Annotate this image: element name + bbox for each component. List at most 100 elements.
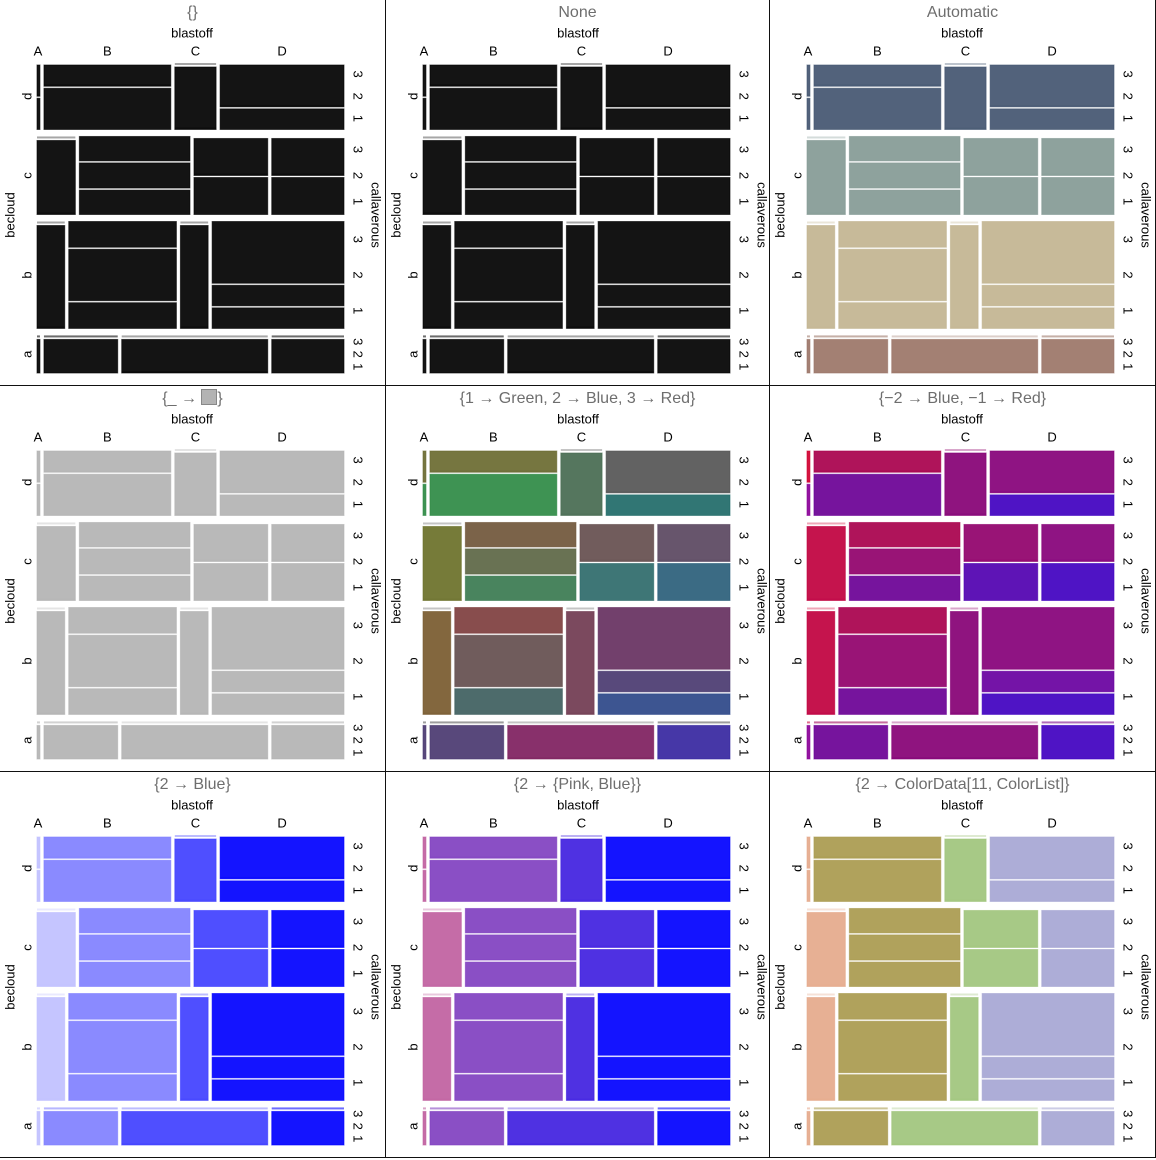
level-label-2: 2 <box>1121 737 1136 744</box>
tile-b-D-2 <box>981 1056 1115 1079</box>
tile-d-A-1 <box>806 97 811 130</box>
row-label-b: b <box>405 1043 420 1050</box>
tile-b-D-2 <box>597 1056 731 1079</box>
tile-a-D-1 <box>1041 1110 1115 1146</box>
tile-a-B-1 <box>429 338 505 374</box>
level-label-3: 3 <box>1121 918 1136 925</box>
tile-d-A-3 <box>36 450 41 483</box>
tile-b-C-3 <box>566 993 595 996</box>
row-label-c: c <box>405 944 420 951</box>
tile-d-B-3 <box>429 836 558 859</box>
tile-d-D-1 <box>989 880 1115 902</box>
column-label-A: A <box>804 43 813 58</box>
tile-d-B-1 <box>43 473 172 516</box>
tile-d-B-1 <box>813 859 942 902</box>
tile-c-D-3 <box>271 909 345 948</box>
tile-b-B-1 <box>838 1074 947 1101</box>
tile-d-B-3 <box>43 450 172 473</box>
tile-a-A-1 <box>806 724 811 760</box>
tile-d-D-3 <box>605 836 731 880</box>
level-label-3: 3 <box>351 622 366 629</box>
row-label-b: b <box>789 271 804 278</box>
tile-d-B-3 <box>429 64 558 87</box>
tile-a-A-1 <box>36 724 41 760</box>
level-label-3: 3 <box>737 1110 752 1117</box>
tile-c-A-2 <box>422 139 462 215</box>
tile-c-B-3 <box>464 907 577 934</box>
tile-a-A-2 <box>807 335 810 338</box>
level-label-3: 3 <box>351 146 366 153</box>
tile-b-D-1 <box>597 693 731 715</box>
tile-d-C-2 <box>560 66 603 130</box>
level-label-2: 2 <box>351 172 366 179</box>
level-label-1: 1 <box>1121 363 1136 370</box>
level-label-3: 3 <box>737 842 752 849</box>
tile-a-D-2 <box>1041 721 1114 724</box>
tile-d-C-2 <box>944 66 987 130</box>
tile-a-B-2 <box>429 1107 504 1110</box>
column-label-C: C <box>191 815 200 830</box>
level-label-3: 3 <box>1121 724 1136 731</box>
column-label-C: C <box>577 815 586 830</box>
column-label-B: B <box>873 43 882 58</box>
tile-a-B-3 <box>43 721 118 724</box>
tile-b-D-1 <box>981 307 1115 329</box>
tile-b-A-3 <box>423 993 451 996</box>
tile-a-A-2 <box>37 335 40 338</box>
tile-c-B-3 <box>848 907 961 934</box>
tile-a-A-1 <box>36 338 41 374</box>
tile-a-D-2 <box>657 1107 730 1110</box>
tile-a-D-2 <box>271 1107 344 1110</box>
tile-b-D-2 <box>211 1056 345 1079</box>
tile-b-D-1 <box>211 693 345 715</box>
tile-d-A-3 <box>806 450 811 483</box>
tile-a-D-1 <box>657 1110 731 1146</box>
tile-c-D-1 <box>657 176 731 215</box>
tile-b-D-2 <box>211 670 345 693</box>
tile-d-A-1 <box>806 483 811 516</box>
tile-a-C-2 <box>507 1110 655 1146</box>
row-label-d: d <box>405 865 420 872</box>
column-label-B: B <box>489 429 498 444</box>
tile-c-B-2 <box>78 548 191 575</box>
tile-b-D-2 <box>597 284 731 307</box>
tile-c-A-2 <box>806 525 846 601</box>
panel-title: Automatic <box>926 4 999 21</box>
column-label-C: C <box>577 429 586 444</box>
tile-d-A-1 <box>422 869 427 902</box>
tile-b-B-3 <box>68 221 177 248</box>
level-label-1: 1 <box>351 363 366 370</box>
level-label-2: 2 <box>737 271 752 278</box>
tile-c-C-3 <box>193 137 269 176</box>
level-label-1: 1 <box>351 501 366 508</box>
tile-c-B-3 <box>848 521 961 548</box>
tile-c-A-3 <box>807 522 846 525</box>
column-label-A: A <box>804 815 813 830</box>
column-label-C: C <box>191 429 200 444</box>
level-label-2: 2 <box>351 944 366 951</box>
tile-d-A-1 <box>422 97 427 130</box>
level-label-1: 1 <box>1121 501 1136 508</box>
level-label-3: 3 <box>1121 456 1136 463</box>
level-label-3: 3 <box>1121 236 1136 243</box>
tile-d-A-1 <box>36 483 41 516</box>
tile-d-A-3 <box>36 64 41 97</box>
level-label-2: 2 <box>737 93 752 100</box>
level-label-2: 2 <box>351 93 366 100</box>
tile-b-C-2 <box>565 997 595 1101</box>
tile-c-C-3 <box>963 137 1039 176</box>
level-label-3: 3 <box>351 70 366 77</box>
tile-c-B-2 <box>464 162 577 189</box>
tile-a-A-2 <box>807 721 810 724</box>
tile-b-A-3 <box>423 221 451 224</box>
tile-a-B-3 <box>43 1107 118 1110</box>
tile-c-C-1 <box>963 562 1039 601</box>
level-label-2: 2 <box>737 737 752 744</box>
tile-a-B-1 <box>813 724 889 760</box>
level-label-1: 1 <box>1121 1135 1136 1142</box>
row-label-a: a <box>405 736 420 744</box>
tile-a-D-3 <box>271 721 344 724</box>
tile-c-D-3 <box>271 137 345 176</box>
